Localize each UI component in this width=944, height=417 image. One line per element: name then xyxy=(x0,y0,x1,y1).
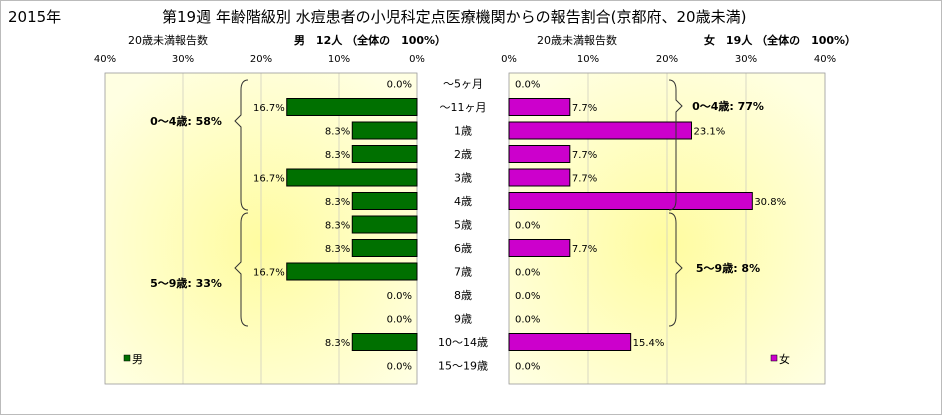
male-bar xyxy=(286,262,418,281)
age-label: 3歳 xyxy=(454,172,472,185)
female-tick-label: 20% xyxy=(656,54,678,65)
age-label: 〜5ヶ月 xyxy=(443,78,483,91)
female-bracket-0-4 xyxy=(668,79,683,211)
female-bars xyxy=(508,98,753,351)
male-value-labels: 0.0% 16.7% 8.3% 8.3% 16.7% 8.3% 8.3% 8.3% 16.7% 0… xyxy=(253,80,412,373)
male-bar xyxy=(351,121,418,140)
female-bar xyxy=(508,192,753,210)
female-value-label: 30.8% xyxy=(754,197,786,208)
female-header: 女 19人 （全体の 100%） xyxy=(704,33,856,47)
female-value-label: 7.7% xyxy=(572,174,597,185)
female-bar xyxy=(508,121,692,140)
male-value-label: 8.3% xyxy=(325,221,350,232)
female-tick-label: 10% xyxy=(577,54,599,65)
male-bar xyxy=(286,98,418,116)
female-bar xyxy=(508,98,571,116)
male-value-label: 16.7% xyxy=(253,268,285,279)
female-bar xyxy=(508,168,571,187)
male-bar xyxy=(351,192,418,210)
female-value-label: 7.7% xyxy=(572,103,597,114)
female-value-label: 23.1% xyxy=(693,127,725,138)
age-label: 9歳 xyxy=(454,313,472,326)
female-value-label: 0.0% xyxy=(515,268,540,279)
male-tick-label: 20% xyxy=(250,54,272,65)
female-value-label: 0.0% xyxy=(515,80,540,91)
male-bar xyxy=(351,215,418,234)
female-tick-labels: 0% 10% 20% 30% 40% xyxy=(501,54,836,65)
female-value-label: 0.0% xyxy=(515,291,540,302)
male-bars xyxy=(286,98,418,351)
male-value-label: 16.7% xyxy=(253,103,285,114)
age-label: 4歳 xyxy=(454,195,472,208)
female-annotation-0-4: 0〜4歳: 77% xyxy=(692,99,764,113)
age-label: 10〜14歳 xyxy=(438,336,488,349)
female-value-labels: 0.0% 7.7% 23.1% 7.7% 7.7% 30.8% 0.0% 7.7% 0.0% 0.… xyxy=(515,80,786,373)
female-value-label: 0.0% xyxy=(515,221,540,232)
age-label: 〜11ヶ月 xyxy=(440,101,487,114)
female-legend-swatch xyxy=(770,354,778,362)
male-legend-label: 男 xyxy=(132,353,143,366)
female-value-label: 15.4% xyxy=(633,338,665,349)
male-tick-label: 30% xyxy=(172,54,194,65)
female-value-label: 7.7% xyxy=(572,244,597,255)
male-value-label: 8.3% xyxy=(325,338,350,349)
male-legend-swatch xyxy=(123,354,131,362)
female-tick-label: 40% xyxy=(814,54,836,65)
male-value-label: 8.3% xyxy=(325,127,350,138)
male-bar xyxy=(286,168,418,187)
female-bar xyxy=(508,239,571,257)
female-legend-label: 女 xyxy=(779,352,790,366)
female-annotation-5-9: 5〜9歳: 8% xyxy=(696,261,760,275)
male-bracket-5-9 xyxy=(234,212,249,327)
female-tick-label: 30% xyxy=(735,54,757,65)
male-bar xyxy=(351,333,418,351)
male-value-label: 8.3% xyxy=(325,150,350,161)
female-tick-label: 0% xyxy=(501,54,517,65)
age-label: 8歳 xyxy=(454,289,472,302)
chart-title: 第19週 年齢階級別 水痘患者の小児科定点医療機関からの報告割合(京都府、20歳… xyxy=(162,8,746,26)
year-label: 2015年 xyxy=(8,8,61,26)
male-value-label: 8.3% xyxy=(325,244,350,255)
male-bracket-0-4 xyxy=(234,79,249,211)
female-bar xyxy=(508,145,571,163)
male-axis-title: 20歳未満報告数 xyxy=(128,34,208,47)
male-header: 男 12人 （全体の 100%） xyxy=(294,33,446,47)
male-bar xyxy=(351,239,418,257)
male-panel: 20歳未満報告数 男 12人 （全体の 100%） 40% 30% 20% 10% 0%… xyxy=(94,33,446,385)
age-category-labels: 〜5ヶ月〜11ヶ月 1歳 2歳 3歳 4歳 5歳 6歳 7歳 8歳 9歳 10〜14歳 15〜19歳 xyxy=(438,78,488,373)
age-label: 2歳 xyxy=(454,148,472,161)
female-bar xyxy=(508,333,632,351)
female-value-label: 0.0% xyxy=(515,362,540,373)
age-label: 1歳 xyxy=(454,125,472,138)
female-panel: 20歳未満報告数 女 19人 （全体の 100%） 0% 10% 20% 30% 40%… xyxy=(501,33,856,385)
male-value-label: 0.0% xyxy=(387,315,412,326)
female-bracket-5-9 xyxy=(668,212,683,327)
male-value-label: 0.0% xyxy=(387,80,412,91)
male-annotation-5-9: 5〜9歳: 33% xyxy=(150,276,222,290)
male-gridlines xyxy=(182,73,340,384)
age-label: 6歳 xyxy=(454,242,472,255)
male-tick-label: 0% xyxy=(409,54,425,65)
male-value-label: 0.0% xyxy=(387,291,412,302)
female-plot-border xyxy=(508,72,826,385)
age-label: 15〜19歳 xyxy=(438,360,488,373)
age-label: 5歳 xyxy=(454,219,472,232)
age-label: 7歳 xyxy=(454,266,472,279)
male-value-label: 16.7% xyxy=(253,174,285,185)
male-tick-labels: 40% 30% 20% 10% 0% xyxy=(94,54,425,65)
female-value-label: 7.7% xyxy=(572,150,597,161)
male-tick-label: 10% xyxy=(328,54,350,65)
female-axis-title: 20歳未満報告数 xyxy=(537,34,617,47)
male-value-label: 0.0% xyxy=(387,362,412,373)
female-value-label: 0.0% xyxy=(515,315,540,326)
male-annotation-0-4: 0〜4歳: 58% xyxy=(150,114,222,128)
male-tick-label: 40% xyxy=(94,54,116,65)
male-value-label: 8.3% xyxy=(325,197,350,208)
male-bar xyxy=(351,145,418,163)
